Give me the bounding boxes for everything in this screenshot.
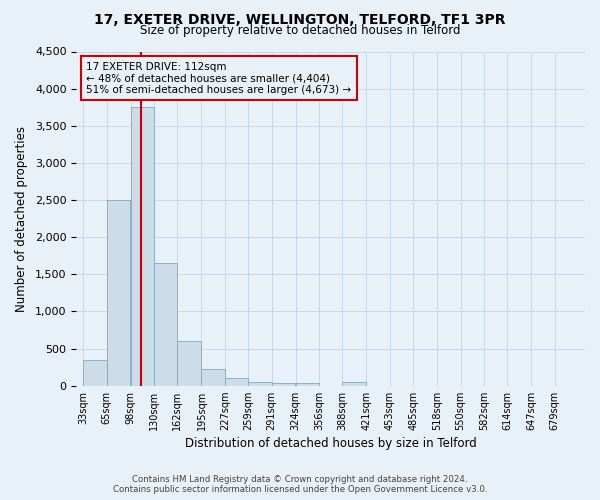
Bar (225, 378, 248, 386)
Bar (202, 370, 225, 386)
Bar (131, 107, 154, 386)
X-axis label: Distribution of detached houses by size in Telford: Distribution of detached houses by size … (185, 437, 476, 450)
Bar (296, 384, 319, 386)
Bar (107, 200, 130, 386)
Bar (343, 382, 365, 386)
Text: 17, EXETER DRIVE, WELLINGTON, TELFORD, TF1 3PR: 17, EXETER DRIVE, WELLINGTON, TELFORD, T… (94, 12, 506, 26)
Bar (154, 263, 178, 386)
Text: Size of property relative to detached houses in Telford: Size of property relative to detached ho… (140, 24, 460, 37)
Bar (248, 382, 272, 386)
Bar (272, 382, 295, 386)
Y-axis label: Number of detached properties: Number of detached properties (15, 126, 28, 312)
Text: Contains HM Land Registry data © Crown copyright and database right 2024.
Contai: Contains HM Land Registry data © Crown c… (113, 474, 487, 494)
Bar (178, 341, 201, 386)
Bar (83, 360, 107, 386)
Text: 17 EXETER DRIVE: 112sqm
← 48% of detached houses are smaller (4,404)
51% of semi: 17 EXETER DRIVE: 112sqm ← 48% of detache… (86, 62, 352, 94)
